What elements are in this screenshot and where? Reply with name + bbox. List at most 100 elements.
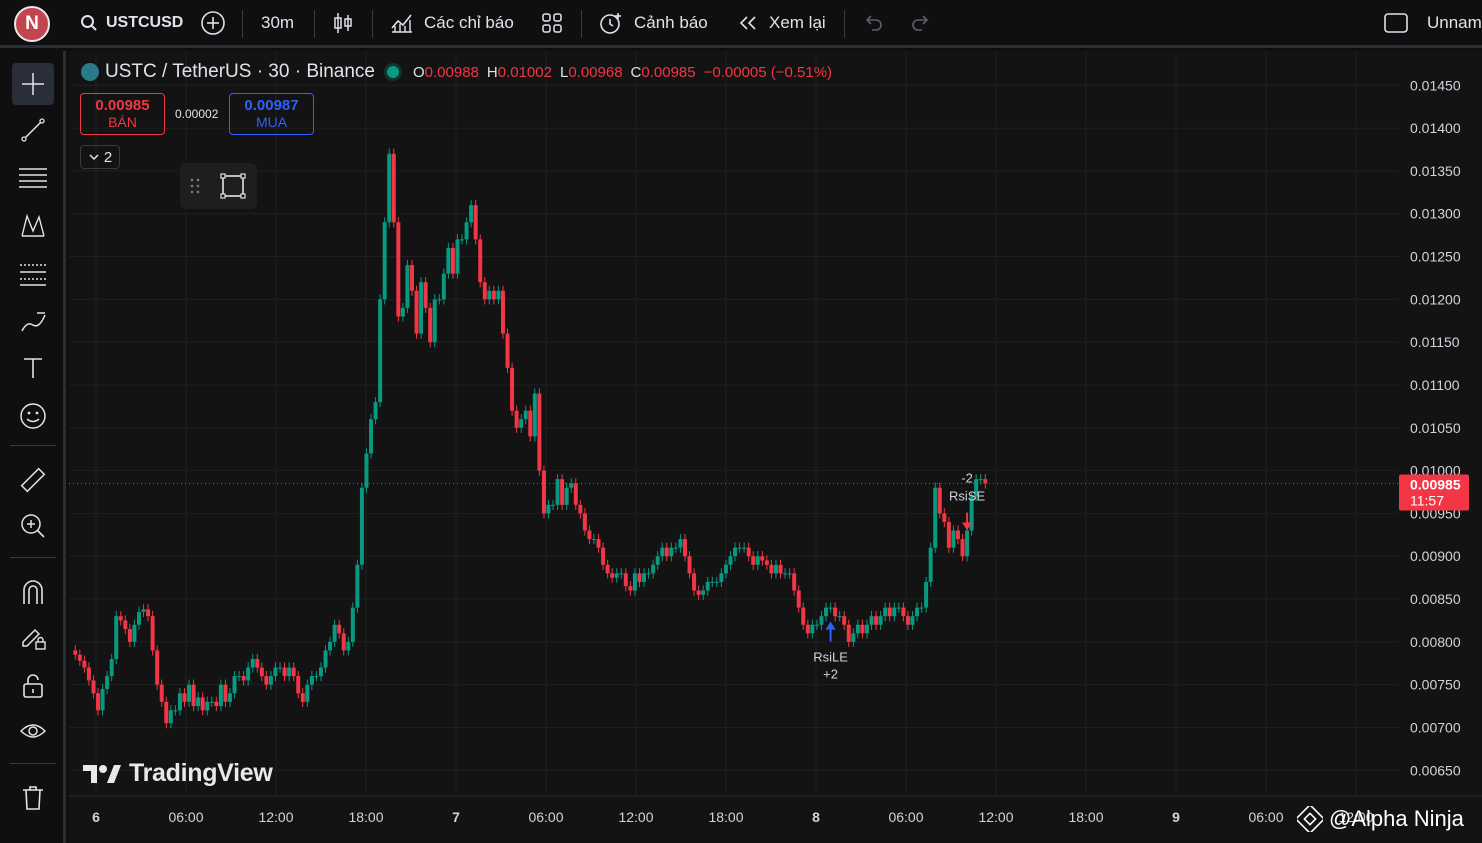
price-tick-label: 0.00650 [1410,762,1461,778]
candle-body [605,564,610,574]
candle-body [678,539,683,548]
measure-tool[interactable] [12,459,54,501]
indicators-collapse-button[interactable]: 2 [80,145,120,169]
candle-body [423,282,428,308]
magnet-tool[interactable] [12,571,54,613]
chart-panel[interactable]: RsiLE +2 -2 RsiSE 0.01450 0.01400 0.01350 0.01… [69,51,1482,843]
long-signal-arrowhead [825,621,836,630]
alerts-label: Cảnh báo [634,13,708,32]
candle-body [710,581,715,583]
price-tick-label: 0.01450 [1410,77,1461,93]
candle-body [309,676,314,685]
time-tick-label: 12:00 [1338,809,1373,825]
drag-handle-icon[interactable] [190,177,200,195]
brush-tool[interactable] [12,301,54,343]
candle-body [227,693,232,702]
candle-body [919,607,924,609]
sell-button[interactable]: 0.00985 BÁN [80,93,165,135]
add-symbol-icon [201,11,225,35]
layout-button[interactable]: Unnam [1383,0,1482,46]
candle-body [491,290,496,300]
tradingview-logo[interactable]: TradingView [83,759,273,788]
candle-body [300,693,305,702]
replay-label: Xem lại [769,13,826,32]
candle-body [214,701,219,707]
emoji-tool[interactable] [12,395,54,437]
candle-body [946,521,951,548]
candle-body [378,299,383,403]
trash-icon [23,786,43,810]
top-toolbar: N USTCUSD 30m Các chỉ báo Cảnh báo Xem l… [0,0,1482,48]
candle-body [869,616,874,625]
text-icon [24,358,42,378]
candle-body [746,547,751,557]
zoom-tool[interactable] [12,505,54,547]
candle-body [328,641,333,651]
candle-body [77,654,82,661]
redo-button[interactable] [910,0,932,46]
candle-body [778,564,783,574]
market-status-dot[interactable] [386,66,399,78]
toolbar-divider [372,10,373,38]
candle-body [136,611,141,625]
low-value: 0.00968 [568,63,623,81]
candle-body [564,487,569,505]
candle-body [105,676,110,689]
candlestick-chart[interactable]: RsiLE +2 -2 RsiSE 0.01450 0.01400 0.01350 0.01… [69,51,1482,843]
candle-body [177,693,182,711]
candle-body [510,367,515,411]
chart-type-button[interactable] [332,0,354,46]
text-tool[interactable] [12,347,54,389]
candle-body [146,609,151,617]
candle-body [669,547,674,557]
stay-in-drawing-tool[interactable] [12,617,54,659]
candle-body [569,483,574,488]
candle-body [560,479,565,505]
candle-body [883,607,888,617]
candle-body [278,667,283,669]
candle-body [696,590,701,595]
time-tick-label: 12:00 [978,809,1013,825]
pattern-tool[interactable] [12,205,54,247]
crosshair-tool[interactable] [12,63,54,105]
candle-body [682,539,687,557]
candle-body [264,676,269,685]
compare-button[interactable] [200,0,226,46]
symbol-legend: USTC / TetherUS · 30 · Binance O0.00988 … [81,61,832,83]
time-tick-label: 18:00 [708,809,743,825]
interval-button[interactable]: 30m [261,13,295,32]
chevron-down-icon [89,154,99,161]
candle-body [596,539,601,548]
replay-button[interactable]: Xem lại [737,0,826,46]
rectangle-select-icon[interactable] [219,172,247,200]
toolbar-divider [581,10,582,38]
candle-body [187,684,192,702]
fib-tool[interactable] [12,253,54,295]
rewind-icon [739,16,756,30]
candle-body [864,624,869,634]
remove-drawings-tool[interactable] [12,777,54,819]
candle-body [246,667,251,681]
candle-body [259,667,264,677]
candle-body [464,222,469,240]
buy-button[interactable]: 0.00987 MUA [229,93,314,135]
candle-body [287,667,292,677]
candle-body [619,573,624,575]
candle-body [737,547,742,549]
trend-line-tool[interactable] [12,109,54,151]
alerts-button[interactable]: Cảnh báo [598,0,708,46]
symbol-search[interactable]: USTCUSD [80,0,183,46]
indicators-button[interactable]: Các chỉ báo [390,0,514,46]
price-tick-label: 0.01350 [1410,163,1461,179]
price-tick-label: 0.00900 [1410,548,1461,564]
undo-button[interactable] [862,0,884,46]
candle-body [505,333,510,368]
hide-drawings-tool[interactable] [12,711,54,753]
horizontal-lines-tool[interactable] [12,157,54,199]
symbol-label: USTCUSD [106,14,184,31]
symbol-title[interactable]: USTC / TetherUS · 30 · Binance [105,61,375,82]
lock-drawings-tool[interactable] [12,665,54,707]
candle-body [437,299,442,301]
user-avatar[interactable]: N [14,6,50,42]
templates-button[interactable] [541,0,563,46]
